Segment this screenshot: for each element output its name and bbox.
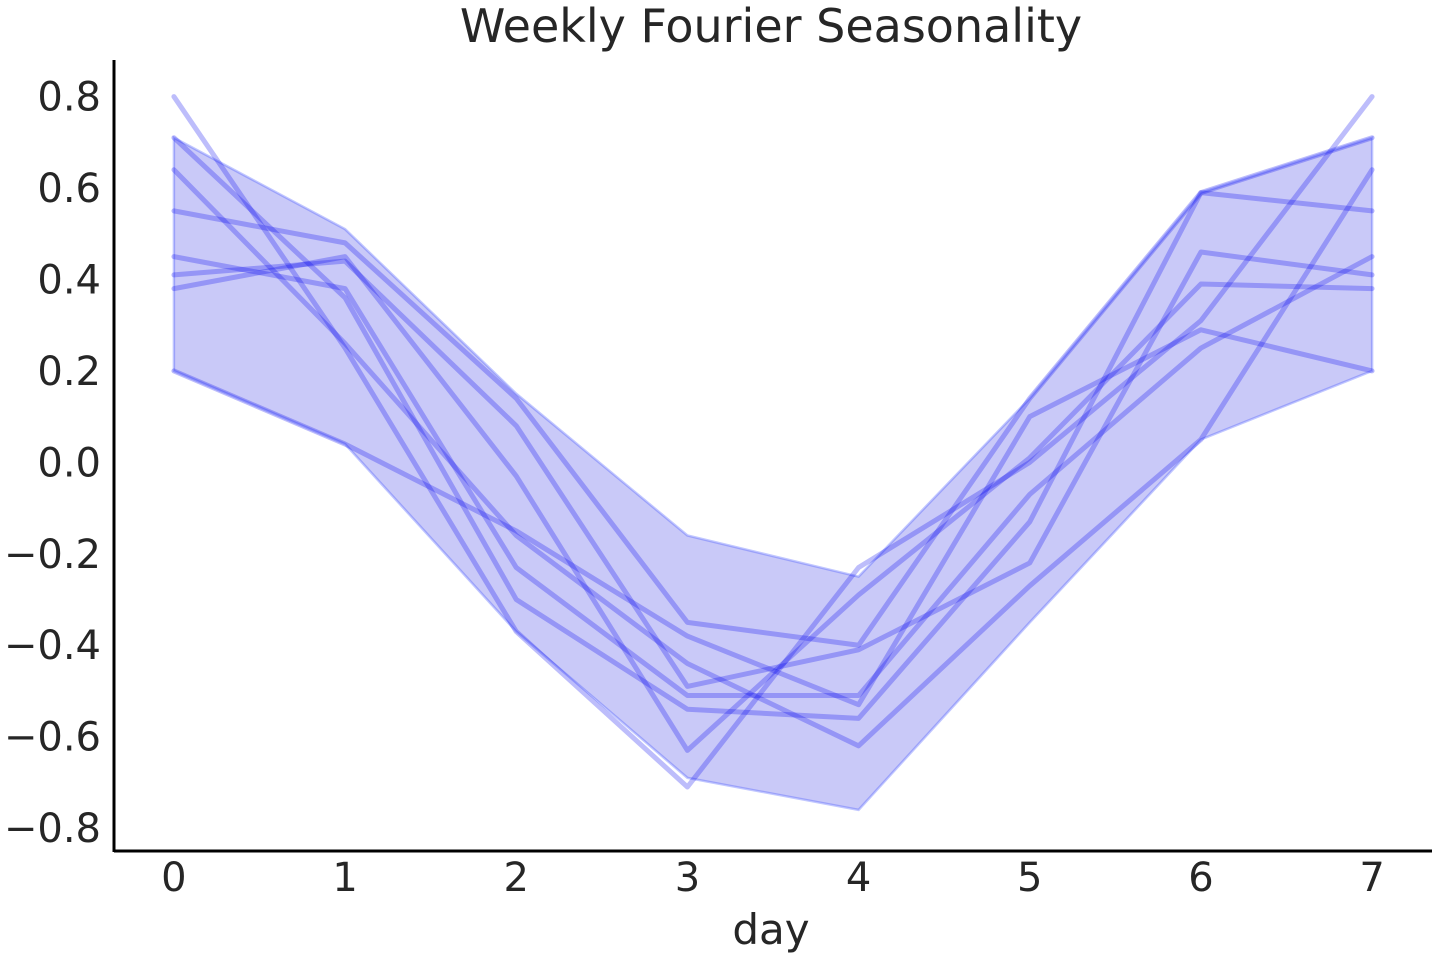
- y-tick-label: 0.2: [37, 349, 101, 395]
- y-tick-labels: −0.8 −0.6 −0.4 −0.2 0.0 0.2 0.4 0.6 0.8: [4, 75, 101, 853]
- seasonality-sample-line-4: [171, 190, 1375, 648]
- x-axis-label: day: [732, 905, 809, 954]
- y-tick-label: 0.6: [37, 166, 101, 212]
- x-tick-label: 6: [1188, 855, 1213, 901]
- y-tick-label: 0.0: [37, 440, 101, 486]
- seasonality-sample-line-3: [171, 167, 1375, 749]
- seasonality-sample-line-2: [171, 135, 1375, 721]
- x-tick-label: 4: [846, 855, 871, 901]
- x-tick-label: 0: [161, 855, 186, 901]
- uncertainty-band: [172, 135, 1374, 812]
- seasonality-sample-line-1: [171, 94, 1375, 790]
- chart-title: Weekly Fourier Seasonality: [460, 0, 1082, 53]
- y-tick-label: −0.4: [4, 623, 101, 669]
- x-tick-label: 2: [504, 855, 529, 901]
- series-lines-layer: [171, 94, 1375, 790]
- x-tick-labels: 0 1 2 3 4 5 6 7: [161, 855, 1385, 901]
- seasonality-sample-line-5: [171, 254, 1375, 699]
- seasonality-sample-line-6: [171, 249, 1375, 689]
- seasonality-sample-line-7: [171, 254, 1375, 753]
- y-tick-label: −0.6: [4, 715, 101, 761]
- axes-layer: [112, 60, 1432, 853]
- x-tick-label: 5: [1017, 855, 1042, 901]
- x-tick-label: 7: [1359, 855, 1384, 901]
- x-tick-label: 3: [675, 855, 700, 901]
- y-tick-label: 0.8: [37, 75, 101, 121]
- uncertainty-band-layer: [172, 135, 1374, 812]
- y-tick-label: 0.4: [37, 257, 101, 303]
- x-tick-label: 1: [332, 855, 357, 901]
- seasonality-sample-line-8: [171, 327, 1375, 708]
- y-tick-label: −0.2: [4, 532, 101, 578]
- y-tick-label: −0.8: [4, 806, 101, 852]
